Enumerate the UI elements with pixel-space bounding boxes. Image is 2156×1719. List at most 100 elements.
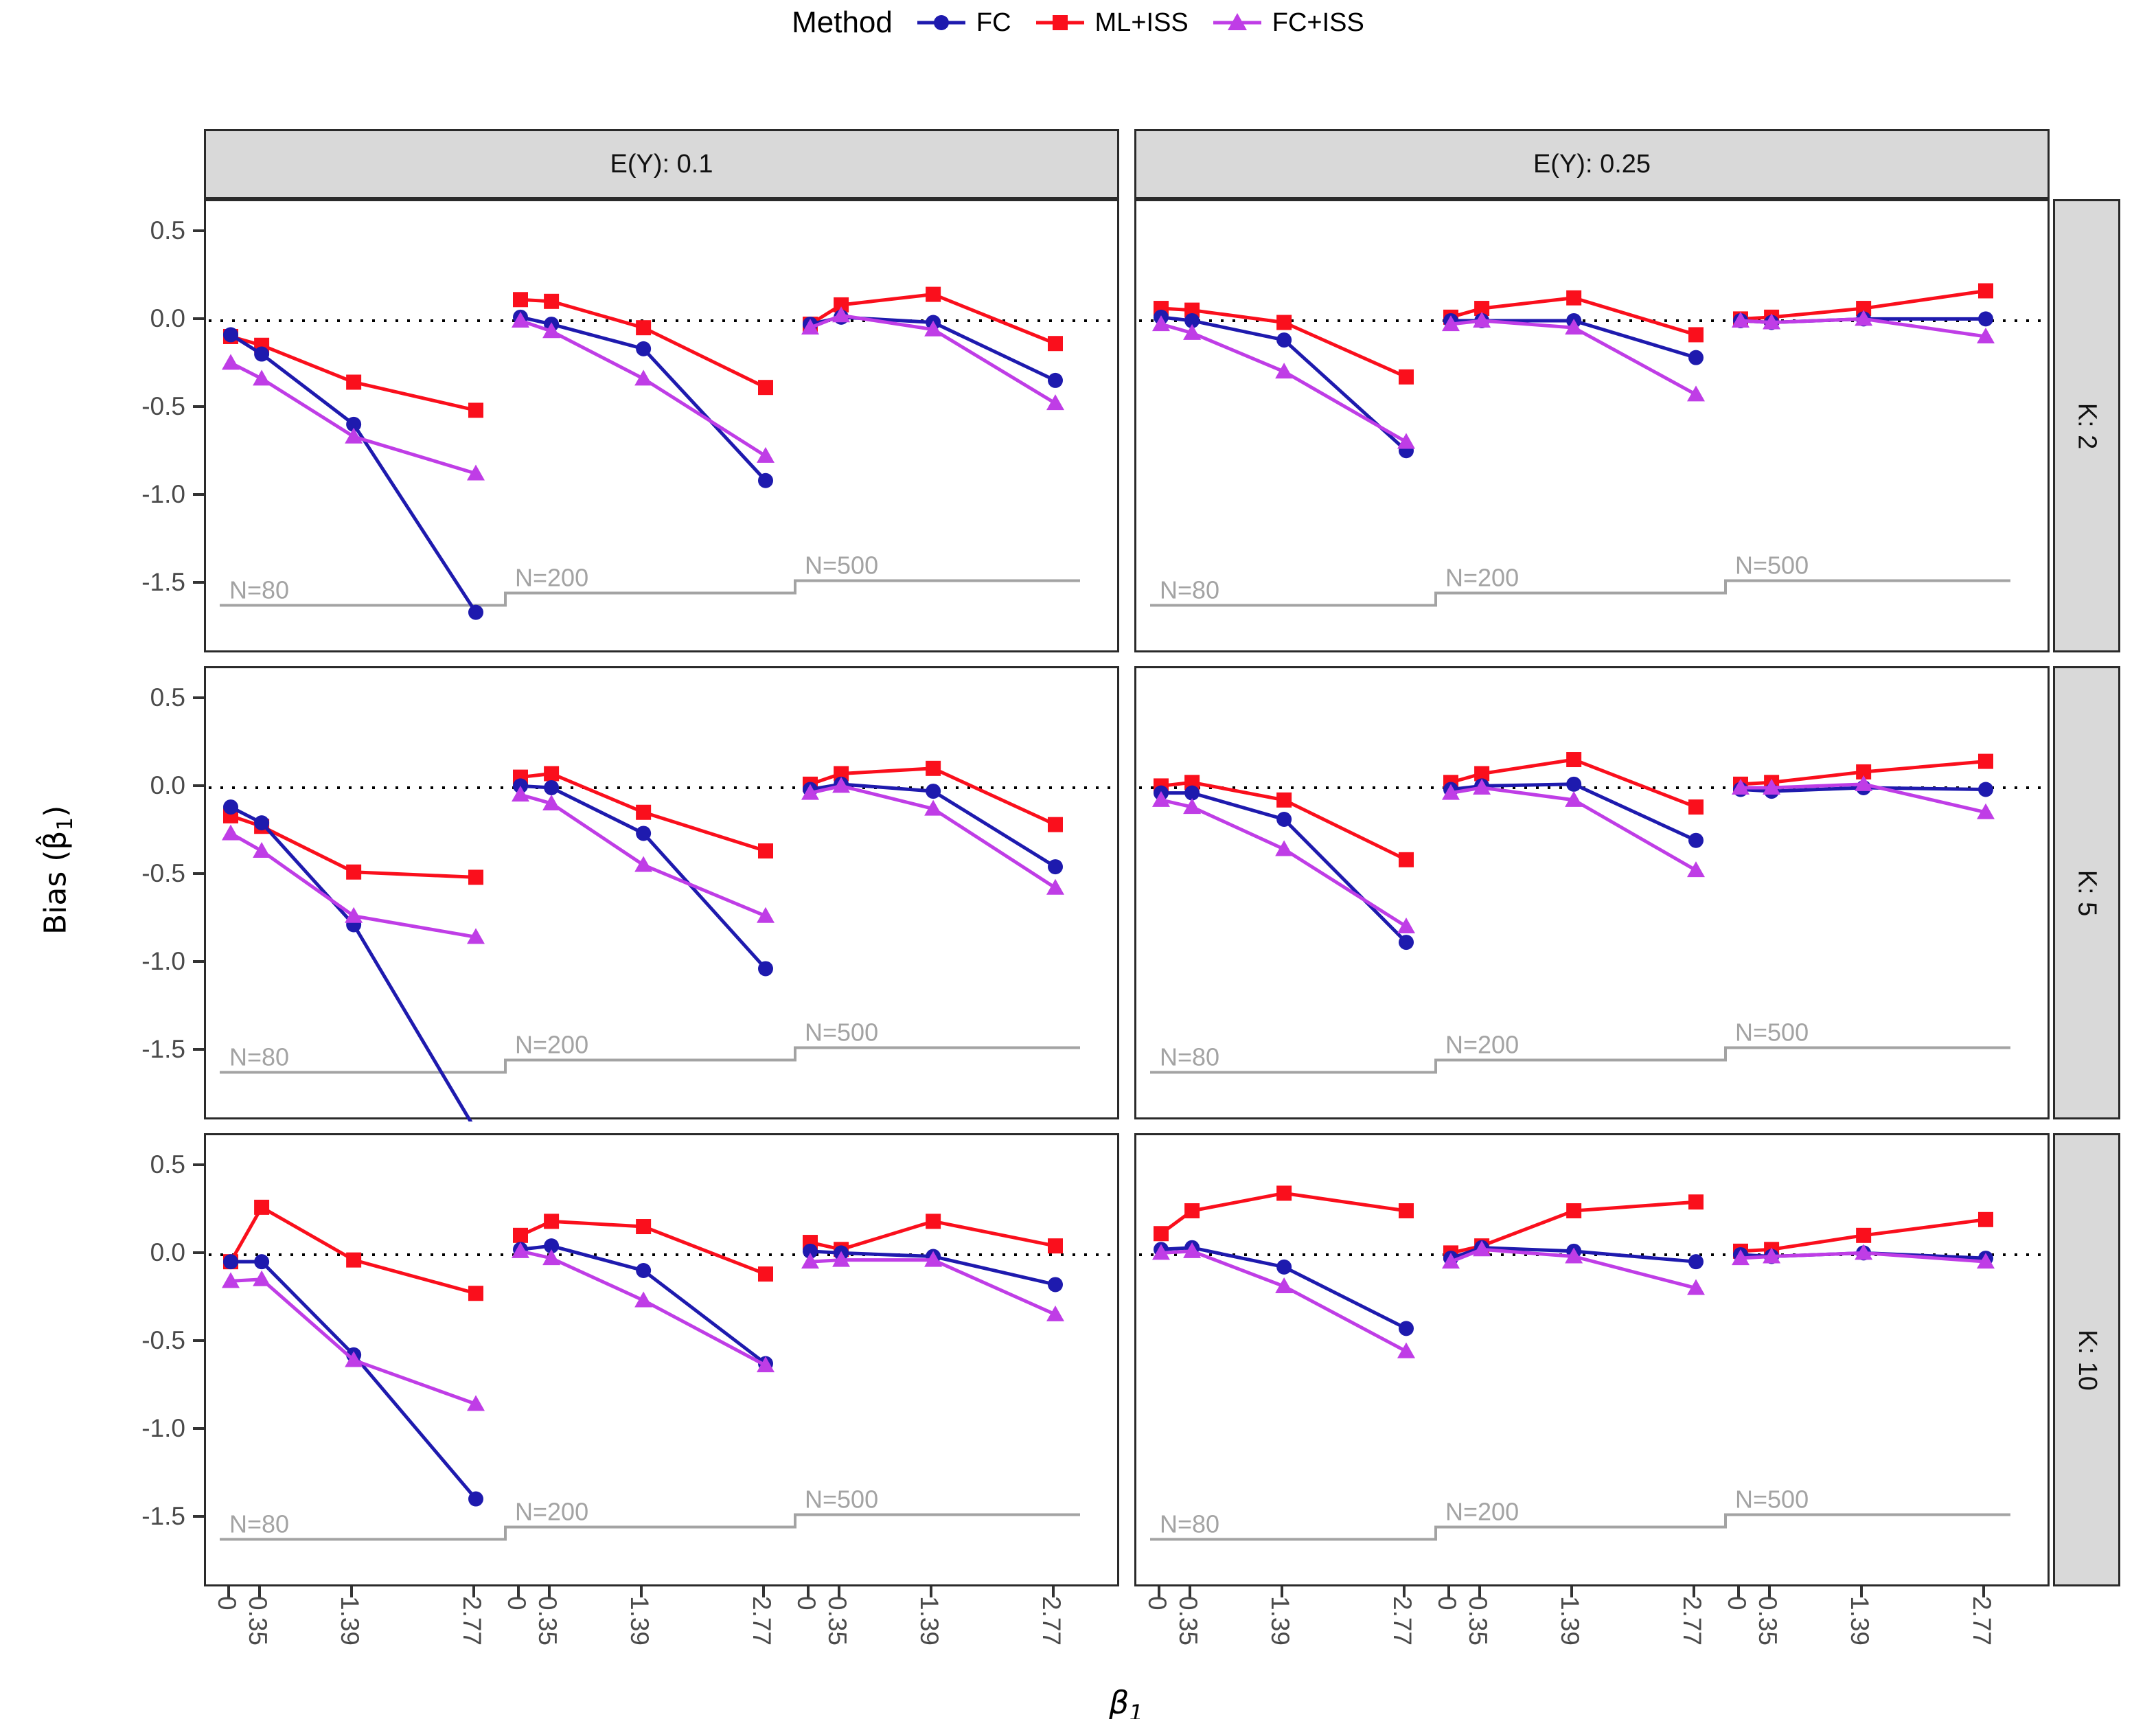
square-marker bbox=[513, 292, 528, 308]
x-tick-label: 2.77 bbox=[1678, 1596, 1706, 1646]
square-marker bbox=[758, 1266, 773, 1282]
series-FC+ISS-N=200 bbox=[1442, 311, 1705, 402]
series-FC+ISS-N=200 bbox=[512, 1242, 775, 1373]
sample-size-step-line bbox=[1150, 1513, 2010, 1541]
triangle-marker bbox=[1152, 790, 1170, 807]
x-tick-mark bbox=[1158, 1586, 1160, 1597]
circle-marker bbox=[223, 1254, 238, 1270]
x-tick-label: 0 bbox=[792, 1596, 821, 1610]
x-tick-mark bbox=[1982, 1586, 1985, 1597]
series-ML+ISS-N=200 bbox=[513, 292, 773, 396]
legend: Method FC ML+ISS FC+ISS bbox=[0, 5, 2156, 40]
y-tick-label: -1.0 bbox=[141, 946, 185, 975]
square-marker bbox=[926, 1214, 941, 1229]
circle-marker bbox=[254, 346, 270, 362]
triangle-marker bbox=[1565, 1247, 1583, 1264]
triangle-marker bbox=[757, 907, 775, 923]
x-tick-mark bbox=[807, 1586, 810, 1597]
triangle-marker bbox=[222, 1272, 240, 1288]
square-marker bbox=[1978, 283, 1993, 299]
square-marker bbox=[346, 864, 362, 880]
y-axis-title: Bias (β̂1) bbox=[38, 805, 78, 935]
triangle-marker bbox=[512, 786, 529, 802]
circle-marker bbox=[346, 416, 362, 432]
square-marker bbox=[544, 1214, 560, 1229]
x-tick-label: 1.39 bbox=[915, 1596, 944, 1646]
facet-col-strip-ey-025: E(Y): 0.25 bbox=[1134, 129, 2050, 199]
square-marker bbox=[254, 1199, 270, 1215]
y-tick-mark bbox=[193, 1251, 204, 1254]
triangle-marker bbox=[1442, 315, 1460, 332]
series-FC-N=80 bbox=[1154, 785, 1414, 950]
square-marker bbox=[1688, 799, 1704, 815]
y-tick-mark bbox=[193, 1339, 204, 1342]
triangle-marker bbox=[1855, 775, 1873, 791]
circle-marker bbox=[1048, 1277, 1063, 1293]
triangle-marker bbox=[1473, 1240, 1491, 1257]
triangle-marker bbox=[253, 842, 271, 858]
triangle-marker bbox=[1152, 1244, 1170, 1260]
circle-marker bbox=[468, 1491, 483, 1507]
circle-marker bbox=[1978, 311, 1993, 327]
triangle-marker bbox=[1977, 803, 1995, 819]
series-FC+ISS-N=80 bbox=[1152, 1242, 1415, 1358]
x-tick-mark bbox=[838, 1586, 841, 1597]
triangle-marker bbox=[542, 322, 561, 339]
square-marker bbox=[1048, 1238, 1063, 1254]
x-tick-mark bbox=[1860, 1586, 1863, 1597]
x-tick-label: 2.77 bbox=[1388, 1596, 1417, 1646]
facet-col-strip-label: E(Y): 0.1 bbox=[610, 149, 713, 179]
triangle-marker bbox=[1687, 385, 1705, 402]
triangle-marker bbox=[253, 369, 271, 386]
circle-marker bbox=[1184, 312, 1200, 328]
circle-marker bbox=[1276, 812, 1292, 827]
sample-size-label: N=80 bbox=[229, 1043, 289, 1071]
triangle-marker bbox=[1442, 784, 1460, 800]
series-FC+ISS-N=500 bbox=[801, 306, 1064, 411]
triangle-marker bbox=[757, 446, 775, 463]
facet-col-strip-ey-01: E(Y): 0.1 bbox=[204, 129, 1119, 199]
triangle-marker bbox=[1183, 798, 1202, 815]
series-FC+ISS-N=200 bbox=[1442, 1240, 1705, 1295]
facet-panel-kkk10-ey025: N=80 N=200 N=500 bbox=[1134, 1133, 2050, 1586]
triangle-marker bbox=[757, 1356, 775, 1373]
circle-marker bbox=[1048, 372, 1063, 388]
sample-size-label: N=80 bbox=[1160, 576, 1219, 604]
triangle-marker bbox=[253, 1270, 271, 1286]
x-tick-mark bbox=[640, 1586, 643, 1597]
square-marker bbox=[1399, 852, 1414, 867]
square-marker bbox=[1978, 753, 1993, 769]
circle-marker bbox=[1399, 1321, 1414, 1336]
x-tick-label: 2.77 bbox=[1037, 1596, 1066, 1646]
circle-marker bbox=[223, 327, 238, 343]
circle-marker bbox=[1184, 785, 1200, 801]
x-tick-mark bbox=[1052, 1586, 1055, 1597]
circle-marker bbox=[1399, 935, 1414, 950]
x-tick-mark bbox=[1447, 1586, 1450, 1597]
square-marker bbox=[1474, 301, 1490, 317]
series-FC+ISS-N=80 bbox=[1152, 315, 1415, 449]
triangle-marker bbox=[1855, 1244, 1873, 1260]
sample-size-step-line bbox=[1150, 579, 2010, 607]
sample-size-label: N=200 bbox=[1445, 1497, 1519, 1525]
x-tick-label: 2.77 bbox=[458, 1596, 486, 1646]
legend-item-label: ML+ISS bbox=[1094, 8, 1189, 37]
sample-size-step-line bbox=[220, 1513, 1080, 1541]
triangle-marker bbox=[1183, 323, 1202, 340]
y-tick-label: -0.5 bbox=[141, 1325, 185, 1354]
x-tick-label: 1.39 bbox=[1846, 1596, 1874, 1646]
triangle-marker bbox=[1763, 1247, 1781, 1264]
facet-panel-kkk2-ey01: N=80 N=200 N=500 bbox=[204, 199, 1119, 652]
circle-marker bbox=[1276, 332, 1292, 348]
square-marker bbox=[636, 320, 652, 336]
legend-item-fc-iss: FC+ISS bbox=[1212, 8, 1364, 38]
triangle-marker bbox=[222, 824, 240, 841]
legend-item-label: FC+ISS bbox=[1272, 8, 1364, 37]
y-tick-label: 0.5 bbox=[150, 683, 185, 712]
square-marker bbox=[834, 766, 849, 782]
square-marker bbox=[1399, 369, 1414, 385]
x-tick-mark bbox=[350, 1586, 354, 1597]
triangle-marker bbox=[924, 1251, 943, 1267]
series-FC-N=80 bbox=[1154, 309, 1414, 459]
square-marker bbox=[1856, 301, 1872, 317]
